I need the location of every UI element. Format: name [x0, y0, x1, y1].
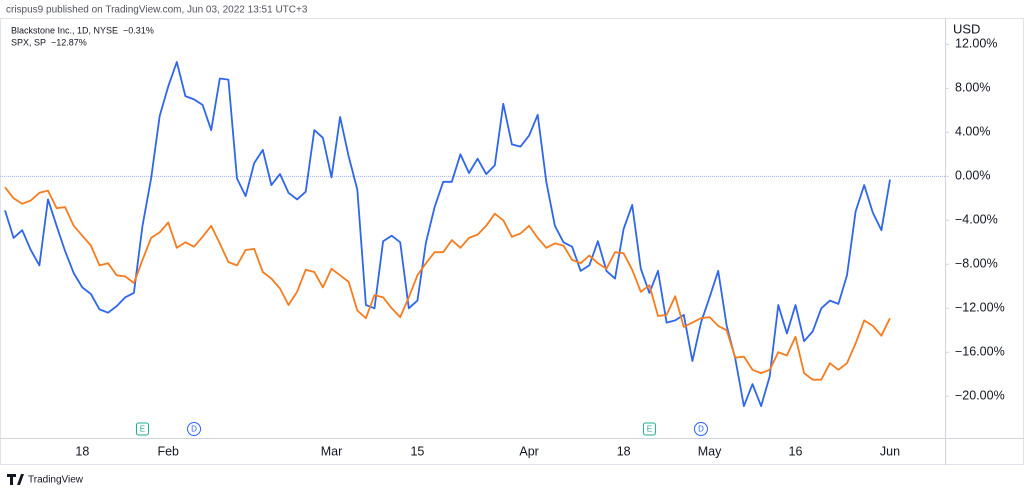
- event-label: E: [140, 425, 145, 434]
- x-tick-label: 18: [75, 444, 89, 458]
- y-tick-label: −16.00%: [955, 345, 1005, 359]
- y-tick-label: 12.00%: [955, 37, 997, 51]
- y-tick-label: −4.00%: [955, 213, 998, 227]
- y-tick-label: 0.00%: [955, 169, 990, 183]
- legend-entry: SPX, SP: [11, 37, 46, 47]
- y-tick-label: −8.00%: [955, 257, 998, 271]
- series-line: [4, 61, 891, 407]
- series-line: [4, 186, 891, 381]
- legend-entry: Blackstone Inc., 1D, NYSE: [11, 25, 118, 35]
- y-tick-label: −12.00%: [955, 301, 1005, 315]
- footer-logo: [7, 474, 24, 485]
- legend-change: −12.87%: [51, 37, 87, 47]
- event-label: D: [698, 425, 704, 434]
- y-tick-label: 8.00%: [955, 81, 990, 95]
- header: crispus9 published on TradingView.com, J…: [6, 5, 308, 16]
- event-marker: [135, 422, 149, 436]
- x-tick-label: 16: [789, 444, 803, 458]
- unit-label: USD: [953, 21, 980, 36]
- y-tick-label: −20.00%: [955, 389, 1005, 403]
- x-tick-label: 15: [410, 444, 424, 458]
- y-tick-label: 4.00%: [955, 125, 990, 139]
- legend: Blackstone Inc., 1D, NYSE −0.31% SPX, SP…: [11, 25, 154, 47]
- x-tick-label: Jun: [880, 444, 900, 458]
- event-marker: [187, 422, 202, 436]
- legend-change: −0.31%: [123, 25, 154, 35]
- event-label: E: [647, 425, 652, 434]
- x-tick-label: May: [698, 444, 722, 458]
- unit-backdrop: [946, 19, 1023, 41]
- x-tick-label: Mar: [321, 444, 343, 458]
- plot: [0, 61, 945, 407]
- event-marker: [693, 422, 708, 436]
- footer-brand: TradingView: [28, 475, 84, 486]
- x-tick-label: Apr: [519, 444, 538, 458]
- x-tick-label: 18: [617, 444, 631, 458]
- x-tick-label: Feb: [157, 444, 179, 458]
- event-label: D: [191, 425, 197, 434]
- event-marker: [642, 422, 656, 436]
